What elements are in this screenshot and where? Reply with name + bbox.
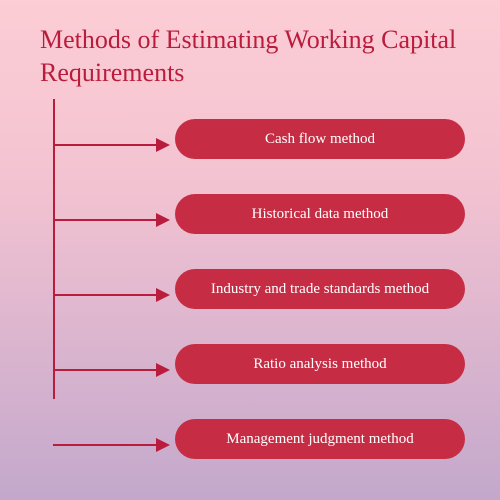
method-item: Industry and trade standards method bbox=[175, 269, 465, 309]
branch-arrow bbox=[53, 138, 170, 152]
horizontal-connector bbox=[53, 369, 157, 371]
branch-arrow bbox=[53, 288, 170, 302]
branch-arrow bbox=[53, 213, 170, 227]
branch-arrow bbox=[53, 438, 170, 452]
branch-arrow bbox=[53, 363, 170, 377]
page-title: Methods of Estimating Working Capital Re… bbox=[0, 0, 500, 99]
arrow-right-icon bbox=[156, 363, 170, 377]
arrow-right-icon bbox=[156, 438, 170, 452]
arrow-right-icon bbox=[156, 288, 170, 302]
method-item: Cash flow method bbox=[175, 119, 465, 159]
horizontal-connector bbox=[53, 219, 157, 221]
method-item: Management judgment method bbox=[175, 419, 465, 459]
horizontal-connector bbox=[53, 294, 157, 296]
horizontal-connector bbox=[53, 444, 157, 446]
method-item: Ratio analysis method bbox=[175, 344, 465, 384]
arrow-right-icon bbox=[156, 213, 170, 227]
diagram-container: Cash flow method Historical data method In… bbox=[0, 99, 500, 489]
horizontal-connector bbox=[53, 144, 157, 146]
method-item: Historical data method bbox=[175, 194, 465, 234]
arrow-right-icon bbox=[156, 138, 170, 152]
